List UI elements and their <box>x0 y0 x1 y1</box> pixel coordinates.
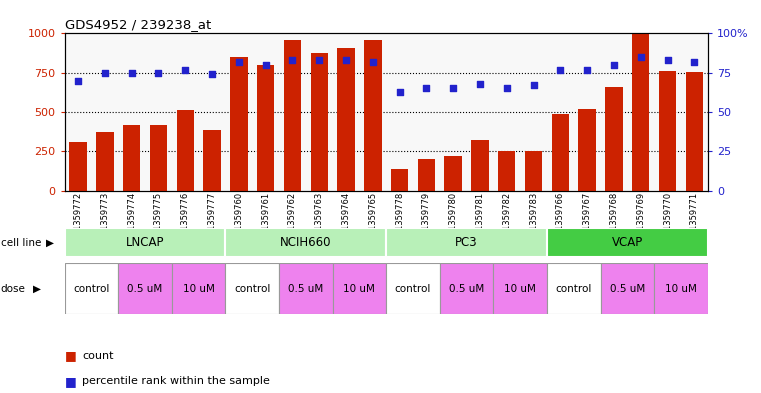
Bar <box>654 263 708 314</box>
Bar <box>632 33 649 191</box>
Bar <box>123 125 140 191</box>
Bar <box>493 263 547 314</box>
Text: 0.5 uM: 0.5 uM <box>449 284 484 294</box>
Bar <box>547 263 600 314</box>
Point <box>152 70 164 76</box>
Bar <box>547 228 708 257</box>
Text: 0.5 uM: 0.5 uM <box>610 284 645 294</box>
Text: ▶: ▶ <box>46 238 54 248</box>
Text: control: control <box>73 284 110 294</box>
Point <box>126 70 138 76</box>
Point <box>527 82 540 88</box>
Bar <box>65 228 225 257</box>
Point <box>99 70 111 76</box>
Point <box>179 66 191 73</box>
Point <box>581 66 594 73</box>
Bar <box>96 132 113 191</box>
Text: LNCAP: LNCAP <box>126 236 164 249</box>
Text: 0.5 uM: 0.5 uM <box>288 284 323 294</box>
Bar <box>225 228 386 257</box>
Point <box>72 77 84 84</box>
Bar <box>118 263 172 314</box>
Bar <box>659 71 677 191</box>
Point <box>393 88 406 95</box>
Text: count: count <box>82 351 113 361</box>
Point <box>447 85 460 92</box>
Bar <box>686 72 703 191</box>
Bar <box>552 114 569 191</box>
Bar <box>440 263 493 314</box>
Text: percentile rank within the sample: percentile rank within the sample <box>82 376 270 386</box>
Text: 0.5 uM: 0.5 uM <box>127 284 163 294</box>
Text: 10 uM: 10 uM <box>665 284 697 294</box>
Text: 10 uM: 10 uM <box>183 284 215 294</box>
Point <box>206 71 218 77</box>
Point <box>233 59 245 65</box>
Point <box>661 57 673 63</box>
Bar <box>310 53 328 191</box>
Bar <box>418 159 435 191</box>
Point <box>260 62 272 68</box>
Text: NCIH660: NCIH660 <box>280 236 332 249</box>
Bar <box>177 110 194 191</box>
Bar <box>364 40 381 191</box>
Text: 10 uM: 10 uM <box>343 284 375 294</box>
Bar <box>337 48 355 191</box>
Bar <box>391 169 409 191</box>
Bar <box>65 263 118 314</box>
Bar <box>525 151 543 191</box>
Bar <box>203 130 221 191</box>
Bar <box>284 40 301 191</box>
Point <box>367 59 379 65</box>
Bar <box>69 142 87 191</box>
Text: dose: dose <box>1 284 26 294</box>
Text: VCAP: VCAP <box>612 236 643 249</box>
Text: control: control <box>234 284 270 294</box>
Point <box>286 57 298 63</box>
Bar <box>172 263 225 314</box>
Point <box>554 66 566 73</box>
Point <box>313 57 325 63</box>
Bar <box>578 109 596 191</box>
Bar <box>605 87 622 191</box>
Text: ▶: ▶ <box>33 284 41 294</box>
Bar <box>386 263 440 314</box>
Point <box>501 85 513 92</box>
Bar <box>386 228 547 257</box>
Text: control: control <box>556 284 592 294</box>
Text: PC3: PC3 <box>455 236 478 249</box>
Text: 10 uM: 10 uM <box>505 284 536 294</box>
Text: ■: ■ <box>65 375 76 388</box>
Text: control: control <box>395 284 431 294</box>
Bar <box>333 263 386 314</box>
Bar <box>150 125 167 191</box>
Bar <box>444 156 462 191</box>
Point <box>608 62 620 68</box>
Point <box>474 81 486 87</box>
Point <box>635 54 647 60</box>
Point <box>340 57 352 63</box>
Bar <box>230 57 247 191</box>
Point <box>420 85 432 92</box>
Bar <box>257 65 275 191</box>
Text: GDS4952 / 239238_at: GDS4952 / 239238_at <box>65 18 211 31</box>
Bar <box>471 140 489 191</box>
Bar <box>498 151 515 191</box>
Bar <box>279 263 333 314</box>
Point <box>688 59 700 65</box>
Text: ■: ■ <box>65 349 76 362</box>
Bar <box>600 263 654 314</box>
Text: cell line: cell line <box>1 238 41 248</box>
Bar <box>225 263 279 314</box>
